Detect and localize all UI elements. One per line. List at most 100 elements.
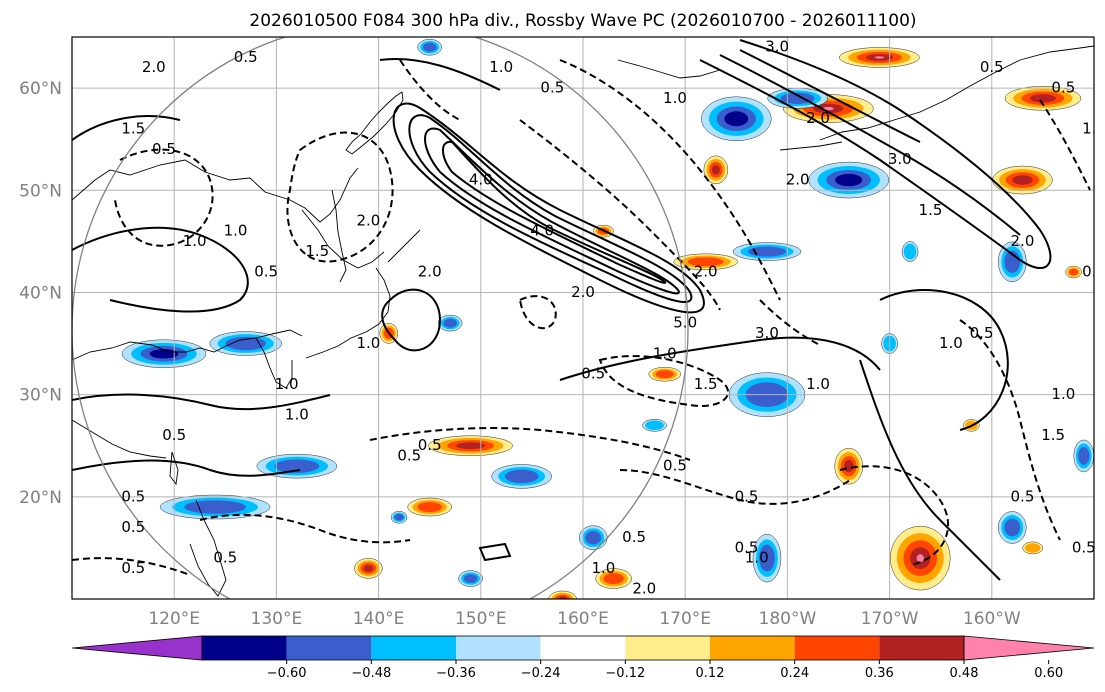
negative-shade-level	[394, 513, 404, 521]
contour-label: 1.0	[285, 406, 309, 424]
coastline-aleutians	[779, 141, 843, 151]
negative-shade-level	[274, 459, 320, 473]
contour-label: 0.5	[397, 446, 421, 464]
contour-label: 5.0	[673, 314, 697, 332]
positive-shade-level	[874, 56, 885, 59]
positive-shade-level	[557, 596, 568, 599]
colorbar-tick-label: 0.36	[865, 666, 894, 681]
longitude-label: 160°W	[963, 609, 1021, 629]
contour-label: 1.0	[1051, 385, 1075, 403]
positive-divergence-blob	[548, 590, 577, 599]
coastline-chukotka	[617, 59, 721, 79]
contour-label: 0.5	[234, 48, 258, 66]
positive-shade-level	[363, 564, 374, 572]
negative-shade-level	[780, 92, 815, 104]
contour-neg-2	[114, 148, 214, 247]
longitude-label: 130°E	[251, 609, 303, 629]
colorbar-extend-low	[71, 635, 203, 661]
contour-label: 1.0	[489, 58, 513, 76]
contour-label: 0.5	[121, 559, 145, 577]
negative-divergence-blob	[998, 241, 1027, 282]
longitude-label: 120°E	[148, 609, 200, 629]
rossby-wave-region-circle	[72, 37, 689, 599]
coastline-taiwan	[169, 451, 179, 486]
contour-label: 0.5	[622, 528, 646, 546]
positive-divergence-blob	[354, 558, 383, 579]
contour-neg-14	[518, 295, 557, 330]
colorbar-tick-label: 0.48	[950, 666, 979, 681]
negative-divergence-blob	[701, 96, 772, 141]
colorbar-tick-label: −0.48	[351, 666, 391, 681]
positive-divergence-blob	[648, 367, 681, 382]
colorbar-extend-high	[963, 635, 1095, 661]
contour-label: 4.0	[530, 222, 554, 240]
negative-divergence-blob	[159, 494, 271, 520]
longitude-label: 140°E	[353, 609, 405, 629]
contour-label: 2.0	[806, 109, 830, 127]
contour-neg-9	[839, 465, 950, 566]
negative-divergence-blob	[732, 242, 802, 261]
positive-divergence-blob	[703, 155, 729, 185]
contour-label: 1.0	[592, 559, 616, 577]
negative-divergence-blob	[808, 161, 889, 199]
negative-divergence-blob	[579, 525, 608, 550]
contour-label: 3.0	[765, 38, 789, 56]
map-area: 2.00.51.50.51.01.00.51.52.02.01.00.51.04…	[72, 37, 1105, 599]
longitude-label: 160°E	[557, 609, 609, 629]
negative-shade-level	[225, 336, 266, 351]
coastline-hokkaido-honshu	[305, 267, 391, 359]
positive-divergence-blob	[595, 568, 632, 589]
colorbar-segment	[456, 636, 541, 660]
positive-divergence-blob	[673, 253, 738, 270]
latitude-label: 20°N	[19, 488, 62, 508]
contour-label: 2.0	[694, 263, 718, 281]
contour-neg-3	[559, 59, 781, 301]
contour-se-1	[879, 289, 1009, 431]
colorbar-segment	[710, 636, 795, 660]
negative-shade-level	[443, 318, 457, 328]
positive-shade-level	[655, 370, 674, 379]
contour-label: 2.0	[418, 263, 442, 281]
negative-shade-level	[504, 469, 539, 484]
positive-divergence-blob	[1004, 86, 1082, 111]
contour-neg-5	[598, 355, 729, 407]
contour-east-2	[719, 54, 1021, 236]
contour-label: 1.0	[653, 344, 677, 362]
contour-label: 1.0	[745, 549, 769, 567]
contour-label: 0.5	[970, 324, 994, 342]
positive-shade-level	[1069, 268, 1079, 276]
contours-positive	[72, 39, 1052, 581]
contour-neg-6	[369, 427, 691, 461]
positive-divergence-blob	[834, 447, 863, 485]
contour-label: 1.0	[1082, 119, 1105, 137]
longitude-label: 170°E	[659, 609, 711, 629]
colorbar-segment	[371, 636, 456, 660]
contour-label: 0.5	[213, 549, 237, 567]
colorbar-tick-label: −0.12	[605, 666, 645, 681]
positive-shade-level	[711, 165, 720, 175]
positive-divergence-blob	[407, 497, 452, 517]
negative-divergence-blob	[491, 464, 552, 489]
contour-label: 1.0	[183, 232, 207, 250]
contour-label: 4.0	[469, 171, 493, 189]
positive-shade-level	[1029, 94, 1056, 103]
contour-label: 2.0	[632, 579, 656, 597]
contour-label: 1.0	[275, 375, 299, 393]
negative-shade-level	[1004, 518, 1021, 537]
contour-label: 0.5	[540, 79, 564, 97]
colorbar-segment	[879, 636, 964, 660]
positive-shade-level	[603, 572, 624, 585]
coastline-kuril-islands	[387, 229, 421, 263]
contour-south-1	[72, 459, 301, 477]
contour-neg-1	[286, 131, 394, 263]
contour-label: 0.5	[1051, 79, 1075, 97]
negative-divergence-blob	[458, 570, 483, 587]
negative-divergence-blob	[209, 331, 282, 356]
negative-shade-level	[463, 574, 478, 584]
map-frame	[71, 36, 1095, 600]
positive-shade-level	[916, 554, 924, 562]
contour-east-1	[699, 39, 1052, 270]
contour-label: 0.5	[735, 487, 759, 505]
colorbar-segment	[794, 636, 880, 660]
